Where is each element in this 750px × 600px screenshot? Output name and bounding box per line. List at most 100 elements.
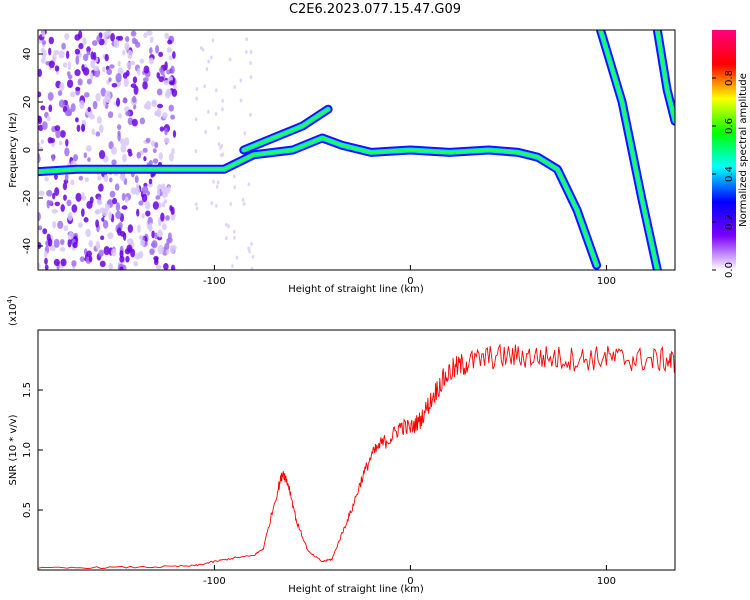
noise-speckle [79,100,85,110]
noise-speckle [163,199,168,204]
noise-speckle [88,255,93,263]
noise-speckle [112,197,118,205]
noise-speckle [195,206,199,211]
noise-speckle [41,30,46,38]
noise-speckle [195,87,199,92]
noise-speckle [111,159,117,166]
noise-speckle [102,98,107,107]
noise-speckle [141,185,149,194]
noise-speckle [247,182,251,187]
noise-speckle [160,69,165,76]
noise-speckle [64,147,70,157]
noise-speckle [122,264,127,270]
noise-speckle [119,266,124,270]
noise-speckle [217,142,221,147]
noise-speckle [155,264,162,270]
snr-x-ticks: -100 0 100 [203,565,616,587]
noise-speckle [67,71,71,77]
noise-speckle [88,240,94,248]
noise-speckle [86,78,92,85]
noise-speckle [83,217,89,223]
noise-speckle [103,31,110,38]
noise-speckle [215,184,219,189]
noise-speckle [126,61,132,69]
noise-speckle [90,59,96,68]
noise-speckle [57,90,63,97]
noise-speckle [136,208,140,217]
noise-speckle [130,60,136,66]
noise-speckle [154,232,158,240]
noise-speckle [124,196,129,203]
noise-speckle [84,92,90,98]
noise-speckle [151,100,157,108]
noise-speckle [91,128,96,135]
noise-speckle [118,35,124,41]
noise-speckle [152,158,159,164]
noise-speckle [239,98,243,103]
noise-speckle [80,208,85,217]
noise-speckle [44,264,49,270]
noise-speckle [163,79,170,86]
noise-speckle [217,126,220,131]
noise-speckle [245,37,249,42]
noise-speckle [143,65,150,74]
noise-speckle [133,260,139,267]
snr-marks [38,343,675,570]
colorbar-ticks: 0.0 0.2 0.4 0.6 0.8 [712,70,735,278]
noise-speckle [117,124,122,131]
noise-speckle [156,187,161,197]
noise-speckle [235,255,239,260]
noise-speckle [233,85,236,90]
noise-speckle [66,79,74,89]
trace-core-2 [599,30,659,270]
y-tick-label: -20 [22,190,33,206]
noise-speckle [163,262,169,270]
noise-speckle [139,117,146,125]
noise-speckle [135,41,141,48]
noise-speckles [38,30,255,270]
noise-speckle [130,187,137,195]
noise-speckle [233,185,236,190]
noise-speckle [47,200,53,205]
noise-speckle [143,32,148,39]
noise-speckle [59,130,66,138]
noise-speckle [42,228,48,235]
noise-speckle [75,86,81,92]
noise-speckle [81,123,86,132]
noise-speckle [48,47,52,56]
noise-speckle [64,110,72,117]
noise-speckle [123,78,129,87]
noise-speckle [137,224,141,233]
trace-core-1 [242,108,330,151]
snr-y-ticks: 0.5 1.0 1.5 [22,382,43,518]
noise-speckle [67,61,72,71]
noise-speckle [117,132,121,142]
noise-speckle [91,40,98,47]
noise-speckle [155,45,160,54]
noise-speckle [122,154,127,163]
noise-speckle [211,38,215,43]
y-tick-label: 40 [22,48,33,61]
noise-speckle [146,30,153,36]
noise-speckle [89,72,94,81]
noise-speckle [125,111,131,117]
noise-speckle [50,138,55,143]
noise-speckle [120,143,127,153]
noise-speckle [61,42,66,50]
noise-speckle [124,137,130,146]
noise-speckle [72,242,78,249]
noise-speckle [63,62,68,68]
noise-speckle [71,204,78,213]
noise-speckle [118,112,122,119]
colorbar-tick-label: 0.4 [724,166,735,182]
noise-speckle [95,131,101,137]
noise-speckle [131,95,137,104]
noise-speckle [58,50,65,59]
noise-speckle [141,193,148,203]
noise-speckle [152,201,159,210]
noise-speckle [221,152,225,157]
noise-speckle [164,61,168,71]
noise-speckle [133,104,137,110]
noise-speckle [136,67,141,76]
y-tick-label: 20 [22,96,33,109]
